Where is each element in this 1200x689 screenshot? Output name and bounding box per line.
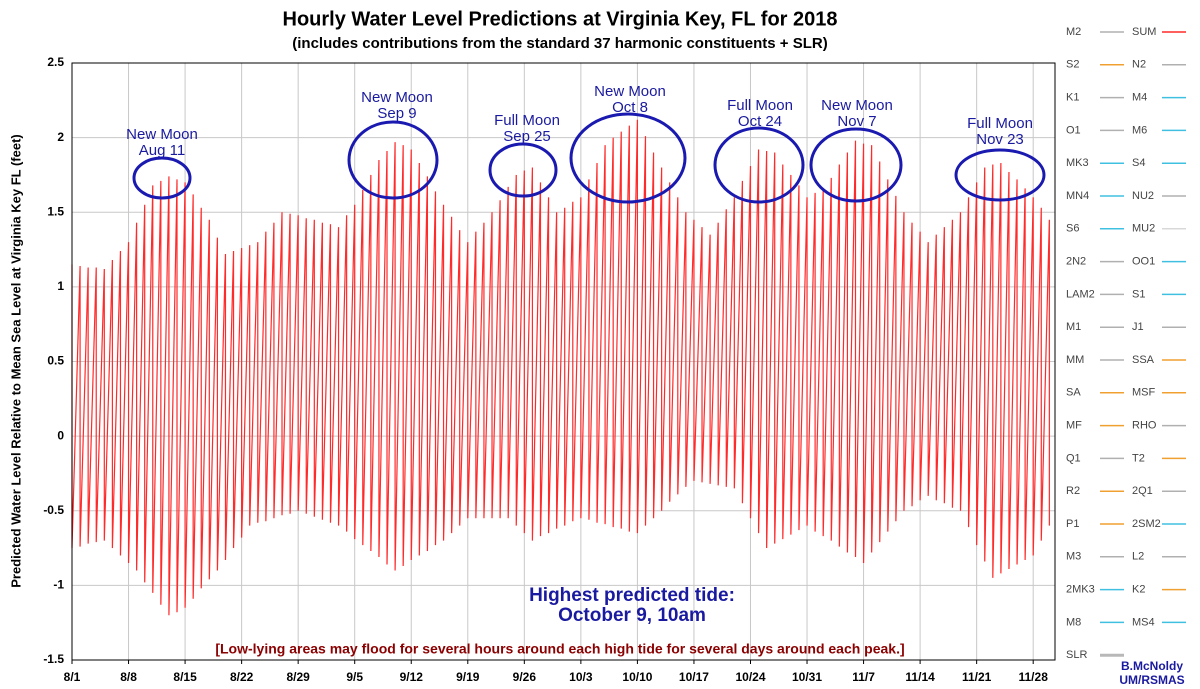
moon-label: Full Moon	[967, 115, 1033, 132]
highest-tide-label: Highest predicted tide:	[529, 585, 735, 606]
legend-label: 2N2	[1066, 256, 1086, 268]
legend-label: 2MK3	[1066, 584, 1095, 596]
moon-label: New Moon	[361, 89, 433, 106]
x-tick-label: 10/3	[569, 670, 593, 684]
moon-label: New Moon	[594, 83, 666, 100]
x-tick-label: 8/8	[120, 670, 137, 684]
legend-label: OO1	[1132, 256, 1155, 268]
x-tick-label: 9/5	[346, 670, 363, 684]
legend-label: 2Q1	[1132, 485, 1153, 497]
legend-label: MSF	[1132, 387, 1156, 399]
x-tick-label: 11/14	[905, 670, 935, 684]
y-tick-label: 2.5	[47, 55, 64, 69]
x-tick-label: 11/28	[1019, 670, 1049, 684]
plot-frame	[71, 62, 1056, 661]
x-tick-label: 8/1	[64, 670, 81, 684]
moon-circle	[569, 112, 687, 204]
moon-circle	[954, 148, 1046, 202]
legend-label: M4	[1132, 92, 1147, 104]
moon-circle	[347, 120, 439, 200]
legend-label: M2	[1066, 26, 1081, 38]
legend-label: S4	[1132, 157, 1145, 169]
x-tick-label: 9/12	[400, 670, 424, 684]
legend-label: M1	[1066, 321, 1081, 333]
legend-label: RHO	[1132, 420, 1157, 432]
legend-label: MM	[1066, 354, 1084, 366]
x-tick-label: 10/31	[792, 670, 822, 684]
legend-label: P1	[1066, 518, 1079, 530]
x-tick-label: 11/21	[962, 670, 992, 684]
legend-label: M3	[1066, 551, 1081, 563]
legend-label: O1	[1066, 124, 1081, 136]
credit: UM/RSMAS	[1119, 673, 1184, 687]
moon-label: Sep 9	[377, 105, 416, 122]
x-tick-label: 9/19	[456, 670, 480, 684]
x-tick-label: 8/15	[173, 670, 197, 684]
legend-label: MF	[1066, 420, 1082, 432]
y-tick-label: -1.5	[43, 652, 64, 666]
x-tick-label: 10/17	[679, 670, 709, 684]
moon-circle	[132, 156, 192, 200]
y-tick-label: 2	[57, 130, 64, 144]
note: [Low-lying areas may flood for several h…	[215, 641, 904, 657]
legend-label: MS4	[1132, 616, 1155, 628]
x-tick-label: 8/29	[286, 670, 310, 684]
x-tick-label: 9/26	[513, 670, 537, 684]
legend-label: S2	[1066, 59, 1079, 71]
legend-label: MK3	[1066, 157, 1089, 169]
y-tick-label: 1	[57, 279, 64, 293]
x-tick-label: 8/22	[230, 670, 254, 684]
moon-label: Nov 7	[837, 113, 876, 130]
x-tick-label: 11/7	[852, 670, 875, 684]
legend-label: 2SM2	[1132, 518, 1161, 530]
legend-label: NU2	[1132, 190, 1154, 202]
moon-label: New Moon	[126, 126, 198, 143]
moon-circle	[713, 126, 805, 204]
chart-subtitle: (includes contributions from the standar…	[292, 35, 827, 52]
series-line	[71, 119, 1050, 616]
legend-label: MU2	[1132, 223, 1155, 235]
legend-label: N2	[1132, 59, 1146, 71]
moon-label: Full Moon	[727, 97, 793, 114]
moon-label: Sep 25	[503, 128, 551, 145]
moon-label: Aug 11	[139, 142, 185, 159]
legend-label: J1	[1132, 321, 1144, 333]
x-tick-label: 10/24	[735, 670, 765, 684]
legend-label: MN4	[1066, 190, 1089, 202]
legend-label: SA	[1066, 387, 1081, 399]
moon-circle	[809, 127, 903, 203]
highest-tide-label: October 9, 10am	[558, 605, 706, 626]
x-tick-label: 10/10	[622, 670, 652, 684]
legend-label: K2	[1132, 584, 1145, 596]
legend-label: M8	[1066, 616, 1081, 628]
moon-label: Oct 24	[738, 113, 782, 130]
legend-label: SUM	[1132, 26, 1156, 38]
legend-label: Q1	[1066, 452, 1081, 464]
legend-label: T2	[1132, 452, 1145, 464]
moon-label: Nov 23	[976, 131, 1024, 148]
legend-label: LAM2	[1066, 288, 1095, 300]
y-tick-label: 1.5	[47, 204, 64, 218]
legend-label: S1	[1132, 288, 1145, 300]
y-tick-label: -1	[53, 578, 64, 592]
y-tick-label: 0	[57, 428, 64, 442]
legend-label: M6	[1132, 124, 1147, 136]
y-tick-label: -0.5	[43, 503, 64, 517]
legend-label: R2	[1066, 485, 1080, 497]
y-tick-label: 0.5	[47, 354, 64, 368]
moon-label: Full Moon	[494, 112, 560, 129]
credit: B.McNoldy	[1121, 659, 1183, 673]
legend-label: SSA	[1132, 354, 1155, 366]
chart-title: Hourly Water Level Predictions at Virgin…	[283, 8, 838, 30]
legend-label: S6	[1066, 223, 1079, 235]
moon-circle	[488, 142, 558, 198]
y-axis-label: Predicted Water Level Relative to Mean S…	[8, 134, 23, 587]
moon-label: New Moon	[821, 97, 893, 114]
moon-label: Oct 8	[612, 99, 648, 116]
legend-label: K1	[1066, 92, 1079, 104]
legend-label: SLR	[1066, 649, 1087, 661]
legend-label: L2	[1132, 551, 1144, 563]
